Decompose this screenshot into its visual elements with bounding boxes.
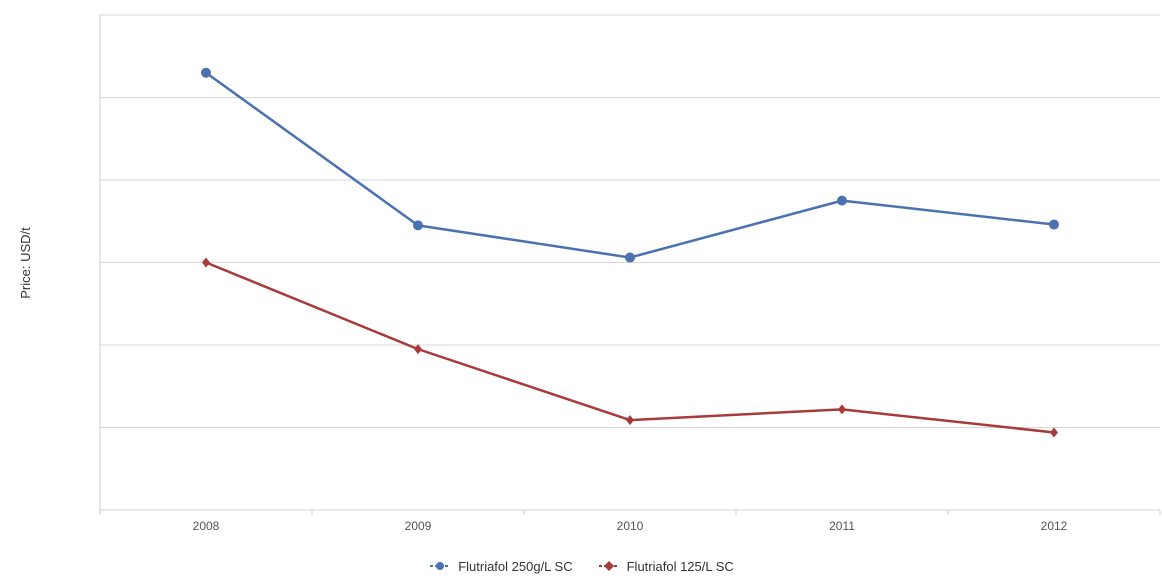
data-point-series-2 [1050, 427, 1058, 438]
legend-marker-diamond-icon [598, 561, 619, 571]
x-tick-label: 2011 [829, 519, 855, 533]
data-point-series-2 [202, 257, 210, 268]
axes [99, 15, 1160, 511]
grid-lines [100, 14, 1160, 428]
legend-item-series-2[interactable]: Flutriafol 125/L SC [597, 559, 734, 574]
x-tick-label: 2012 [1041, 519, 1068, 533]
data-point-series-1 [625, 252, 635, 263]
line-chart: 2008 2009 2010 2011 2012 Price: USD/t [18, 14, 1161, 533]
x-tick-label: 2009 [405, 519, 432, 533]
series-line-2 [205, 261, 1055, 434]
data-point-series-1 [1049, 219, 1059, 230]
legend-marker-circle-icon [430, 562, 451, 570]
data-point-series-1 [201, 67, 211, 78]
x-axis-ticks: 2008 2009 2010 2011 2012 [99, 510, 1161, 533]
series-points [201, 67, 1059, 438]
y-axis-label: Price: USD/t [18, 227, 33, 299]
data-point-series-1 [413, 220, 423, 231]
series-line-1 [205, 71, 1055, 259]
data-point-series-1 [837, 195, 847, 206]
x-tick-label: 2010 [617, 519, 644, 533]
legend-item-series-1[interactable]: Flutriafol 250g/L SC [428, 558, 573, 574]
data-point-series-2 [626, 415, 634, 426]
legend-label-series-1: Flutriafol 250g/L SC [458, 558, 573, 574]
x-tick-label: 2008 [193, 519, 220, 533]
data-point-series-2 [838, 404, 846, 415]
data-point-series-2 [414, 344, 422, 355]
legend-label-series-2: Flutriafol 125/L SC [626, 558, 734, 574]
legend: Flutriafol 250g/L SC Flutriafol 125/L SC [0, 556, 1162, 576]
